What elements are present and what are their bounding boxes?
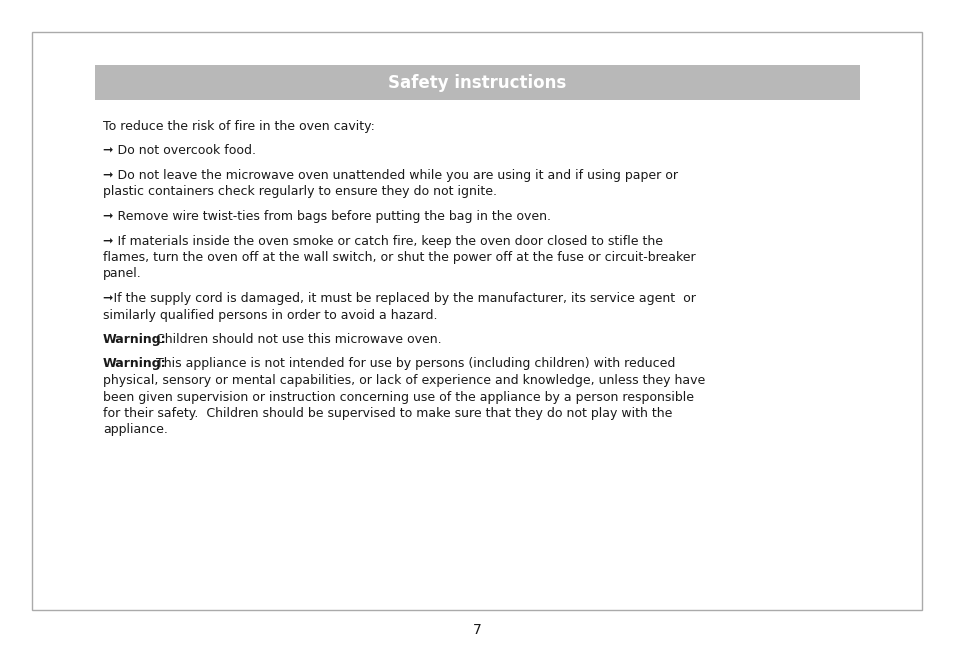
Text: To reduce the risk of fire in the oven cavity:: To reduce the risk of fire in the oven c… — [103, 120, 375, 133]
Text: been given supervision or instruction concerning use of the appliance by a perso: been given supervision or instruction co… — [103, 390, 693, 404]
Text: for their safety.  Children should be supervised to make sure that they do not p: for their safety. Children should be sup… — [103, 407, 672, 420]
Bar — [95, 65, 859, 100]
Text: ➞ Do not leave the microwave oven unattended while you are using it and if using: ➞ Do not leave the microwave oven unatte… — [103, 169, 678, 182]
Text: Safety instructions: Safety instructions — [388, 74, 566, 91]
Text: panel.: panel. — [103, 268, 142, 281]
Text: ➞ Do not overcook food.: ➞ Do not overcook food. — [103, 144, 255, 157]
Text: Warning:: Warning: — [103, 333, 167, 346]
Text: ➞If the supply cord is damaged, it must be replaced by the manufacturer, its ser: ➞If the supply cord is damaged, it must … — [103, 292, 695, 305]
Text: flames, turn the oven off at the wall switch, or shut the power off at the fuse : flames, turn the oven off at the wall sw… — [103, 251, 695, 264]
Text: ➞ Remove wire twist-ties from bags before putting the bag in the oven.: ➞ Remove wire twist-ties from bags befor… — [103, 210, 551, 223]
Text: physical, sensory or mental capabilities, or lack of experience and knowledge, u: physical, sensory or mental capabilities… — [103, 374, 704, 387]
Text: Children should not use this microwave oven.: Children should not use this microwave o… — [152, 333, 441, 346]
Text: Warning:: Warning: — [103, 357, 167, 370]
Text: similarly qualified persons in order to avoid a hazard.: similarly qualified persons in order to … — [103, 308, 437, 321]
Text: ➞ If materials inside the oven smoke or catch fire, keep the oven door closed to: ➞ If materials inside the oven smoke or … — [103, 234, 662, 247]
Text: 7: 7 — [472, 623, 481, 637]
Text: appliance.: appliance. — [103, 424, 168, 436]
Bar — [32, 32, 921, 610]
Text: plastic containers check regularly to ensure they do not ignite.: plastic containers check regularly to en… — [103, 185, 497, 199]
Text: This appliance is not intended for use by persons (including children) with redu: This appliance is not intended for use b… — [152, 357, 675, 370]
